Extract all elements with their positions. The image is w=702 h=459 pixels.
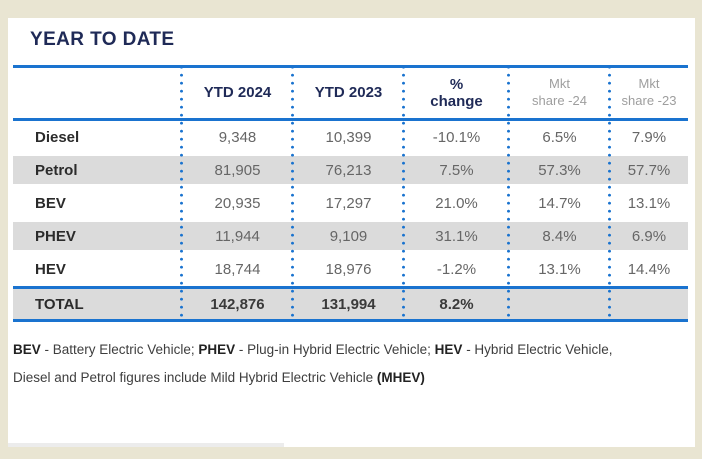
header-ytd-2023: YTD 2023: [314, 84, 383, 102]
cell-mkt-share-23: 14.4%: [627, 261, 671, 278]
cell-mkt-share-23: 57.7%: [627, 162, 671, 179]
table-row-hev: HEV 18,744 18,976 -1.2% 13.1% 14.4%: [13, 253, 688, 286]
cell-pct-change: 21.0%: [435, 195, 478, 212]
footnote-abbr-bev: BEV: [13, 342, 41, 357]
cell-pct-change: 8.2%: [439, 295, 474, 313]
cell-mkt-share-24: 14.7%: [538, 195, 581, 212]
footnote-text: - Plug-in Hybrid Electric Vehicle;: [235, 342, 435, 357]
footnote-line-2: Diesel and Petrol figures include Mild H…: [13, 364, 683, 392]
cell-ytd2023: 18,976: [325, 261, 372, 278]
cell-ytd2024: 11,944: [215, 228, 260, 245]
cell-ytd2024: 142,876: [210, 295, 265, 313]
header-ytd-2024: YTD 2024: [203, 84, 272, 102]
header-pct-change: % change: [404, 76, 509, 111]
header-mkt-share-24: Mkt share -24: [509, 76, 610, 110]
cell-mkt-share-24: 8.4%: [542, 228, 577, 245]
row-label: Diesel: [35, 129, 80, 146]
cell-mkt-share-23: 6.9%: [631, 228, 667, 245]
cell-ytd2024: 20,935: [214, 195, 261, 212]
cell-ytd2023: 131,994: [321, 295, 376, 313]
cell-ytd2023: 76,213: [325, 162, 372, 179]
dotted-column-divider: [402, 65, 405, 322]
footnote: BEV - Battery Electric Vehicle; PHEV - P…: [13, 336, 683, 392]
table-row-bev: BEV 20,935 17,297 21.0% 14.7% 13.1%: [13, 187, 688, 220]
table-row-phev: PHEV 11,944 9,109 31.1% 8.4% 6.9%: [13, 220, 688, 253]
cell-pct-change: -1.2%: [436, 261, 477, 278]
cell-mkt-share-24: 57.3%: [538, 162, 581, 179]
cell-pct-change: 31.1%: [435, 228, 478, 245]
dotted-column-divider: [291, 65, 294, 322]
cell-ytd2024: 9,348: [218, 129, 257, 146]
cell-ytd2024: 18,744: [214, 261, 261, 278]
cell-mkt-share-24: 6.5%: [542, 129, 577, 146]
cell-ytd2023: 9,109: [329, 228, 368, 245]
row-label: BEV: [35, 195, 66, 212]
cell-mkt-share-24: 13.1%: [538, 261, 581, 278]
cell-mkt-share-23: 7.9%: [631, 129, 667, 146]
header-pct-change-line2: change: [430, 93, 483, 110]
row-label: Petrol: [35, 162, 78, 179]
report-card: YEAR TO DATE YTD 2024 YTD 2023 % change …: [8, 18, 695, 447]
cell-ytd2024: 81,905: [214, 162, 261, 179]
ytd-table: YTD 2024 YTD 2023 % change Mkt share -24…: [13, 65, 688, 322]
footnote-abbr-mhev: (MHEV): [376, 370, 425, 385]
header-pct-change-line1: %: [449, 75, 464, 93]
row-label: PHEV: [35, 228, 76, 245]
dotted-column-divider: [608, 65, 611, 322]
card-bottom-shadow: [8, 443, 284, 447]
header-mkt-share-24-line1: Mkt: [549, 76, 570, 92]
dotted-column-divider: [507, 65, 510, 322]
header-mkt-share-24-line2: share -24: [532, 93, 587, 108]
row-label: TOTAL: [35, 295, 84, 313]
row-label: HEV: [35, 261, 66, 278]
table-row-total: TOTAL 142,876 131,994 8.2%: [13, 286, 688, 322]
header-mkt-share-23-line2: share -23: [621, 93, 677, 108]
footnote-text: - Battery Electric Vehicle;: [40, 342, 199, 357]
dotted-column-divider: [180, 65, 183, 322]
footnote-line-1: BEV - Battery Electric Vehicle; PHEV - P…: [13, 336, 683, 364]
footnote-abbr-phev: PHEV: [198, 342, 236, 357]
cell-ytd2023: 10,399: [325, 129, 372, 146]
footnote-abbr-hev: HEV: [434, 342, 463, 357]
page-title: YEAR TO DATE: [30, 29, 175, 50]
footnote-text: - Hybrid Electric Vehicle,: [462, 342, 613, 357]
header-mkt-share-23: Mkt share -23: [610, 76, 688, 110]
footnote-text: Diesel and Petrol figures include Mild H…: [13, 370, 377, 385]
cell-pct-change: -10.1%: [432, 129, 481, 146]
cell-pct-change: 7.5%: [439, 162, 474, 179]
table-row-diesel: Diesel 9,348 10,399 -10.1% 6.5% 7.9%: [13, 121, 688, 154]
table-header-row: YTD 2024 YTD 2023 % change Mkt share -24…: [13, 65, 688, 121]
table-row-petrol: Petrol 81,905 76,213 7.5% 57.3% 57.7%: [13, 154, 688, 187]
cell-mkt-share-23: 13.1%: [627, 195, 671, 212]
header-mkt-share-23-line1: Mkt: [638, 76, 660, 92]
cell-ytd2023: 17,297: [325, 195, 372, 212]
